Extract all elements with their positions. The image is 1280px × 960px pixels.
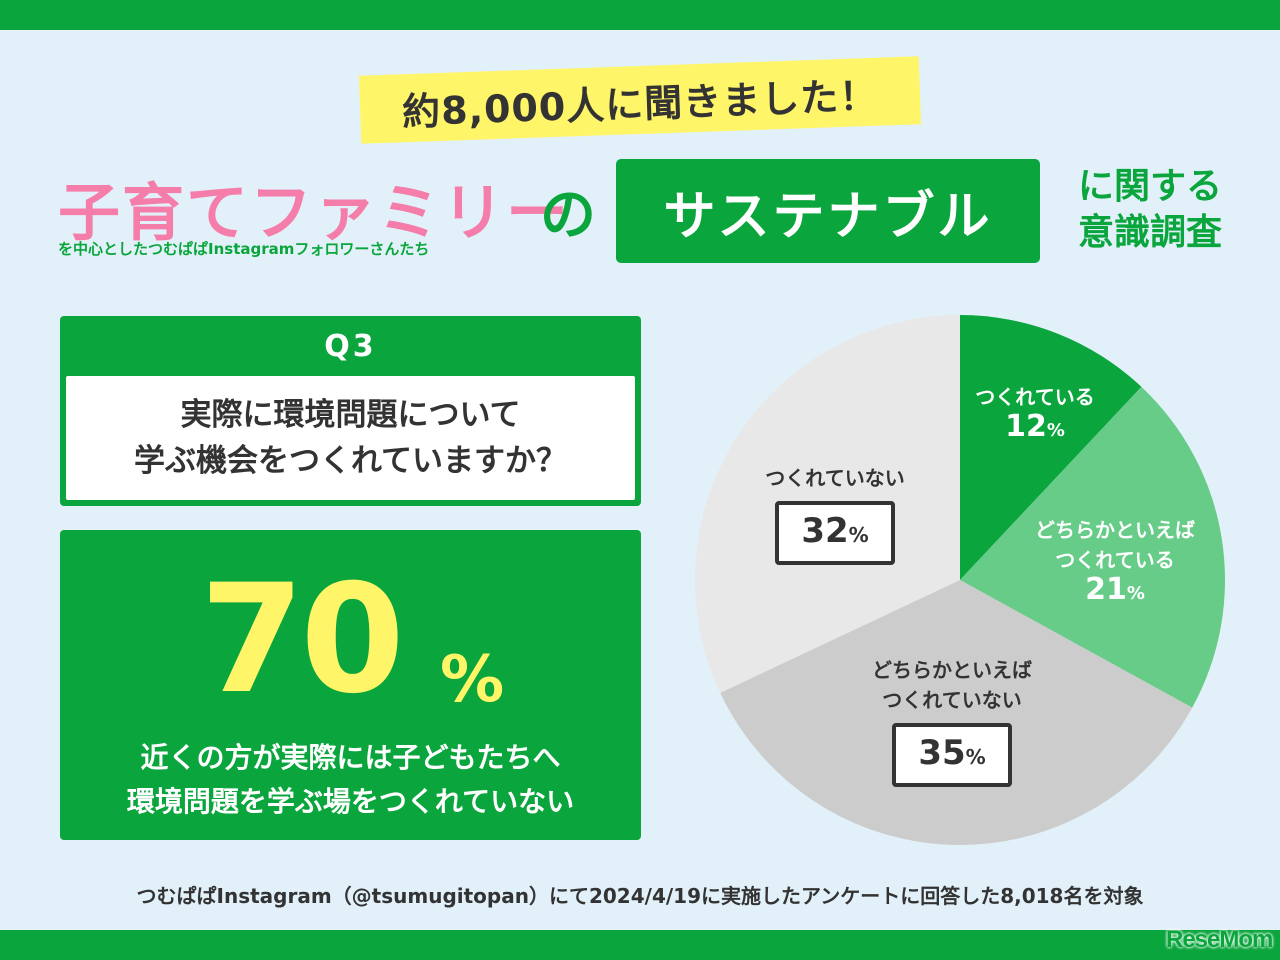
headline-banner: 約8,000人に聞きました！ bbox=[358, 56, 922, 144]
title-suffix-line2: 意識調査 bbox=[1077, 212, 1222, 253]
title-highlight: サステナブル bbox=[616, 159, 1040, 263]
result-text: 近くの方が実際には子どもたちへ 環境問題を学ぶ場をつくれていない bbox=[60, 736, 641, 824]
result-number: 70 bbox=[200, 553, 405, 727]
question-line1: 実際に環境問題について bbox=[180, 397, 521, 433]
pie-slice-1 bbox=[960, 315, 1142, 580]
result-line2: 環境問題を学ぶ場をつくれていない bbox=[126, 785, 575, 818]
question-label: Q3 bbox=[324, 328, 377, 364]
result-line1: 近くの方が実際には子どもたちへ bbox=[140, 741, 561, 774]
slice-label-tsukureteinai-text: つくれていない bbox=[765, 466, 905, 490]
pie-slice-2 bbox=[960, 386, 1225, 708]
slice-label-dochiraka-tsukureteiru: どちらかといえば つくれている 21% bbox=[1015, 515, 1215, 609]
title-suffix-line1: に関する bbox=[1077, 166, 1222, 207]
question-panel: Q3 実際に環境問題について 学ぶ機会をつくれていますか？ bbox=[60, 316, 641, 506]
result-unit: % bbox=[440, 643, 505, 717]
title-suffix: に関する 意識調査 bbox=[1060, 164, 1240, 256]
slice-label-tsukureteinai: つくれていない 32% bbox=[745, 463, 925, 565]
slice-label-tsukureteiru-text: つくれている bbox=[975, 385, 1095, 409]
title-subtitle: を中心としたつむぱぱInstagramフォロワーさんたち bbox=[58, 240, 430, 258]
slice-label-dochiraka-tsukureteinai: どちらかといえば つくれていない 35% bbox=[852, 655, 1052, 787]
slice-label-dochiraka-tsukureteinai-line1: どちらかといえば bbox=[872, 658, 1032, 682]
result-panel: 70 % 近くの方が実際には子どもたちへ 環境問題を学ぶ場をつくれていない bbox=[60, 530, 641, 840]
pie-slice-3 bbox=[720, 580, 1193, 845]
slice-value-tsukureteiru: 12% bbox=[1005, 409, 1065, 444]
slice-label-tsukureteiru: つくれている 12% bbox=[960, 382, 1110, 446]
title-main: 子育てファミリー bbox=[58, 176, 571, 249]
top-band bbox=[0, 0, 1280, 30]
footnote: つむぱぱInstagram（@tsumugitopan）にて2024/4/19に… bbox=[136, 884, 1144, 908]
title-connector: の bbox=[540, 183, 596, 248]
slice-value-dochiraka-tsukureteiru: 21% bbox=[1085, 572, 1145, 607]
pie-chart bbox=[694, 315, 1225, 845]
slice-label-dochiraka-tsukureteinai-line2: つくれていない bbox=[882, 688, 1022, 712]
resemom-logo: ReseMom bbox=[1166, 926, 1273, 953]
slice-label-dochiraka-tsukureteiru-line1: どちらかといえば bbox=[1035, 518, 1195, 542]
slice-label-dochiraka-tsukureteiru-line2: つくれている bbox=[1055, 548, 1175, 572]
slice-value-tsukureteinai: 32% bbox=[775, 501, 895, 565]
slice-value-dochiraka-tsukureteinai: 35% bbox=[892, 723, 1012, 787]
question-box: 実際に環境問題について 学ぶ機会をつくれていますか？ bbox=[66, 376, 635, 500]
bottom-band bbox=[0, 930, 1280, 960]
question-line2: 学ぶ機会をつくれていますか？ bbox=[133, 443, 568, 479]
